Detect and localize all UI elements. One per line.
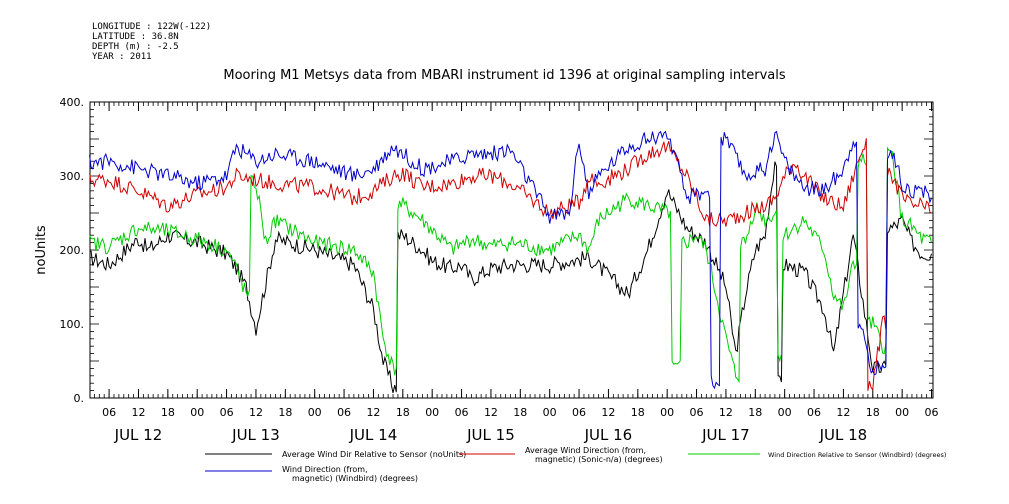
y-tick-label: 400.	[60, 96, 85, 109]
x-day-label: JUL 17	[701, 426, 750, 444]
x-hour-label: 06	[337, 406, 351, 419]
x-day-label: JUL 16	[584, 426, 633, 444]
x-hour-label: 06	[220, 406, 234, 419]
x-hour-label: 00	[543, 406, 557, 419]
x-hour-label: 00	[308, 406, 322, 419]
depth-label: DEPTH (m) : -2.5	[92, 42, 179, 52]
x-hour-label: 12	[719, 406, 733, 419]
x-hour-label: 06	[572, 406, 586, 419]
x-hour-label: 06	[455, 406, 469, 419]
series-windbird-wind-dir	[89, 130, 932, 390]
y-tick-label: 0.	[74, 392, 85, 405]
x-hour-label: 12	[131, 406, 145, 419]
x-hour-label: 18	[631, 406, 645, 419]
x-hour-label: 00	[660, 406, 674, 419]
legend-sonic-wind-dir-label: Average Wind Direction (from,	[525, 446, 646, 455]
legend-windbird-relative-dir-label: Wind Direction Relative to Sensor (Windb…	[768, 451, 946, 459]
series-windbird-relative-dir	[89, 146, 932, 384]
x-hour-label: 18	[396, 406, 410, 419]
x-day-label: JUL 15	[466, 426, 515, 444]
x-day-label: JUL 18	[819, 426, 868, 444]
y-tick-label: 100.	[60, 318, 85, 331]
x-hour-label: 00	[778, 406, 792, 419]
x-hour-label: 12	[601, 406, 615, 419]
x-hour-label: 18	[278, 406, 292, 419]
x-day-label: JUL 12	[114, 426, 163, 444]
y-tick-label: 300.	[60, 170, 85, 183]
x-hour-label: 12	[484, 406, 498, 419]
x-day-label: JUL 13	[231, 426, 280, 444]
x-hour-label: 06	[807, 406, 821, 419]
legend-windbird-wind-dir-label: Wind Direction (from,	[282, 465, 368, 474]
x-hour-label: 00	[425, 406, 439, 419]
chart-title: Mooring M1 Metsys data from MBARI instru…	[223, 68, 786, 83]
x-hour-label: 00	[895, 406, 909, 419]
legend-windbird-wind-dir-label: magnetic) (Windbird) (degrees)	[292, 474, 418, 483]
x-hour-label: 12	[836, 406, 850, 419]
year-label: YEAR : 2011	[92, 52, 152, 62]
legend-sensor-relative-dir-label: Average Wind Dir Relative to Sensor (noU…	[282, 450, 466, 459]
longitude-label: LONGITUDE : 122W(-122)	[92, 22, 212, 32]
y-tick-label: 200.	[60, 244, 85, 257]
x-hour-label: 18	[161, 406, 175, 419]
x-hour-label: 12	[366, 406, 380, 419]
x-hour-label: 06	[102, 406, 116, 419]
x-hour-label: 00	[190, 406, 204, 419]
legend-sonic-wind-dir-label: magnetic) (Sonic-n/a) (degrees)	[535, 455, 663, 464]
x-hour-label: 06	[690, 406, 704, 419]
series-sensor-relative-dir	[89, 161, 932, 394]
latitude-label: LATITUDE : 36.8N	[92, 32, 179, 42]
x-hour-label: 18	[513, 406, 527, 419]
x-hour-label: 18	[866, 406, 880, 419]
x-hour-label: 12	[249, 406, 263, 419]
station-metadata: LONGITUDE : 122W(-122) LATITUDE : 36.8N DE…	[92, 22, 211, 62]
series-sonic-wind-dir	[89, 138, 932, 391]
x-hour-label: 06	[925, 406, 939, 419]
y-axis-label: noUnits	[34, 225, 49, 275]
x-hour-label: 18	[748, 406, 762, 419]
x-day-label: JUL 14	[349, 426, 398, 444]
